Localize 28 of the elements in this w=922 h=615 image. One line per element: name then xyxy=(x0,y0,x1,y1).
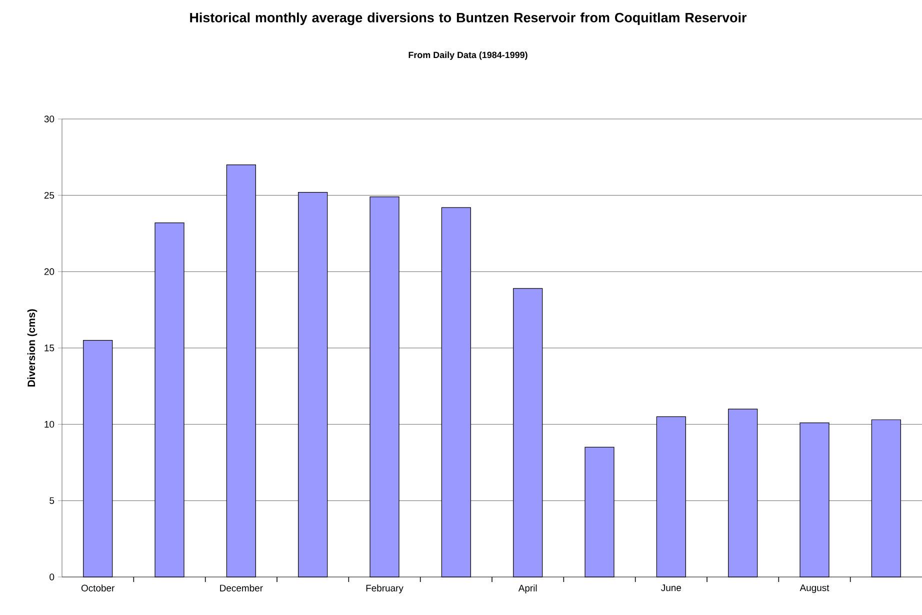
bar xyxy=(728,408,758,578)
x-tick-label: June xyxy=(661,584,682,592)
bar xyxy=(584,446,614,578)
y-tick-label: 30 xyxy=(44,116,54,122)
x-tick-label: August xyxy=(800,584,830,593)
chart-subtitle: From Daily Data (1984-1999) xyxy=(408,52,528,60)
bar xyxy=(83,340,113,578)
bar xyxy=(800,422,830,578)
x-tick-label: October xyxy=(81,584,115,592)
bar xyxy=(298,192,328,578)
bar xyxy=(441,207,471,578)
bar xyxy=(871,419,901,578)
bar xyxy=(370,196,400,578)
y-tick-label: 10 xyxy=(44,420,54,428)
x-tick-label: December xyxy=(220,584,263,592)
y-tick-label: 20 xyxy=(44,268,54,276)
x-tick-label: February xyxy=(366,584,404,594)
bar xyxy=(154,222,184,578)
chart-title: Historical monthly average diversions to Buntzen Reservoir from Coquitlam Reservoir xyxy=(190,12,747,26)
bar xyxy=(513,288,543,578)
bar xyxy=(226,164,256,578)
y-tick-label: 25 xyxy=(44,192,54,199)
y-tick-label: 5 xyxy=(50,497,54,504)
x-tick-label: April xyxy=(518,584,537,594)
y-axis-title: Diversion (cms) xyxy=(27,309,38,387)
y-tick-label: 0 xyxy=(50,574,54,580)
bar xyxy=(656,416,686,578)
y-tick-label: 15 xyxy=(44,344,54,352)
